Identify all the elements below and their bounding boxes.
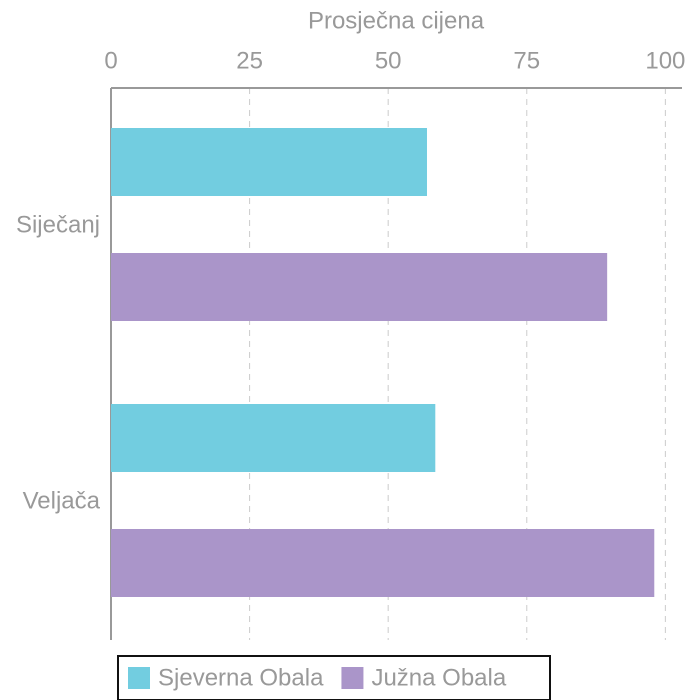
x-tick-label: 50 — [375, 47, 402, 74]
x-tick-label: 0 — [104, 47, 117, 74]
bar — [111, 529, 655, 597]
bar — [111, 404, 436, 472]
legend-label: Sjeverna Obala — [158, 664, 324, 691]
y-tick-label: Veljača — [23, 487, 101, 514]
bar — [111, 253, 608, 321]
y-tick-label: Siječanj — [16, 211, 100, 238]
legend-swatch — [128, 667, 150, 689]
bar — [111, 128, 427, 196]
legend-box — [117, 655, 551, 700]
legend-swatch — [341, 667, 364, 689]
x-axis-label: Prosječna cijena — [308, 7, 485, 34]
x-tick-label: 75 — [513, 47, 540, 74]
legend-label: Južna Obala — [371, 664, 506, 691]
x-tick-label: 100 — [645, 47, 685, 74]
x-tick-label: 25 — [236, 47, 263, 74]
